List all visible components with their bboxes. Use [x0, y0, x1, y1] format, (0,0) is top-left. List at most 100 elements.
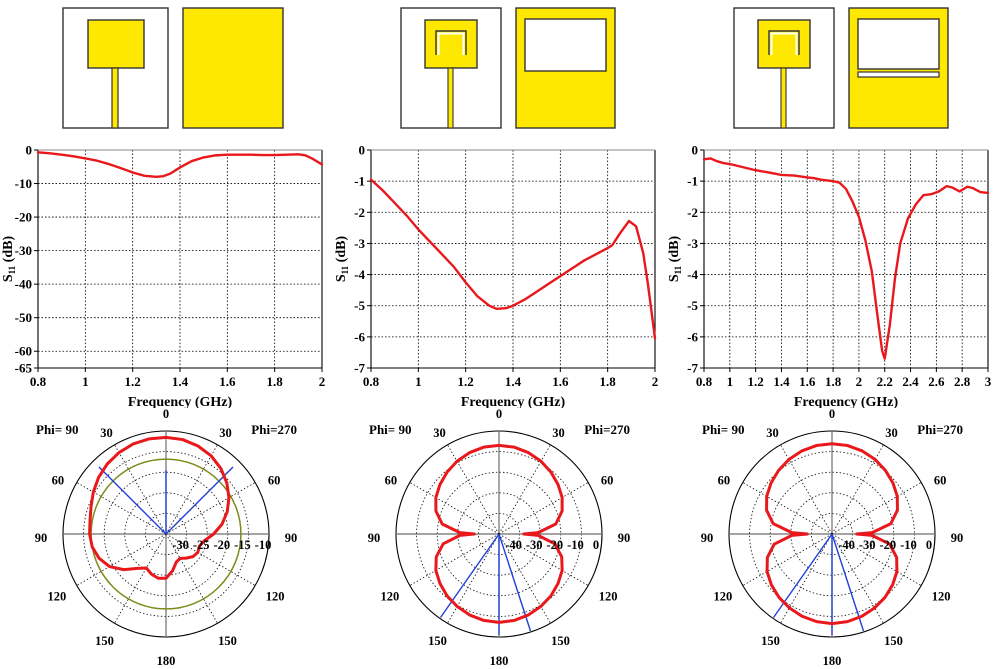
- y-tick-label: 0: [359, 143, 366, 158]
- x-tick-label: 1: [82, 374, 89, 389]
- polar-spoke: [780, 444, 833, 535]
- polar-angle-label: 30: [100, 426, 113, 440]
- angle-marker-line: [772, 533, 833, 618]
- polar-spoke: [831, 444, 884, 535]
- polar-spoke: [498, 482, 589, 535]
- polar-angle-label: 150: [761, 634, 780, 648]
- polar-angle-label: 0: [829, 408, 835, 421]
- polar-body: 0 30 60 90 120 150 180 30 60 90 120 150 -40 -30 -20 -10…: [701, 408, 964, 668]
- x-tick-label: 1.6: [219, 374, 236, 389]
- polar-angle-label: 120: [47, 590, 66, 604]
- angle-marker-line: [831, 533, 865, 632]
- antenna-column-2: 0.8 1 1.2 1.4 1.6 1.8 2 0 -1 -2 -3 -4 -5 -6 -7 Frequenc…: [333, 0, 666, 669]
- polar-angle-label: 90: [951, 531, 964, 545]
- x-tick-label: 1.4: [505, 374, 522, 389]
- y-tick-label: -65: [15, 361, 33, 376]
- chart-body: 0.8 1 1.2 1.4 1.6 1.8 2 0 -10 -20 -30 -40 -50 -60 -65 F…: [1, 143, 325, 409]
- polar-radial-label: -20: [879, 538, 896, 552]
- polar-angle-label: 150: [95, 634, 114, 648]
- x-tick-label: 2.8: [954, 374, 971, 389]
- polar-angle-label: 90: [285, 531, 298, 545]
- chart-body: 0.8 1 1.2 1.4 1.6 1.8 2 0 -1 -2 -3 -4 -5 -6 -7 Frequenc…: [334, 143, 658, 409]
- x-tick-label: 2: [652, 374, 659, 389]
- polar-angle-label: 150: [884, 634, 903, 648]
- polar-spoke: [447, 533, 500, 624]
- antenna-3-back-view: [848, 7, 949, 129]
- x-tick-label: 1.6: [552, 374, 569, 389]
- radiation-pattern-2: 0 30 60 90 120 150 180 30 60 90 120 150 -40 -30 -20 -10…: [333, 408, 666, 669]
- y-tick-label: -6: [687, 329, 698, 344]
- radiation-pattern-trace: [434, 443, 564, 624]
- x-tick-label: 0.8: [696, 374, 713, 389]
- antenna-geometry-3: [666, 0, 999, 140]
- x-tick-label: 1: [415, 374, 422, 389]
- polar-radial-label: -20: [546, 538, 563, 552]
- y-tick-label: -3: [354, 236, 365, 251]
- x-tick-label: 1.8: [267, 374, 284, 389]
- data-series-line: [702, 157, 990, 360]
- phi-right-label: Phi=270: [584, 422, 630, 437]
- y-tick-label: -4: [354, 267, 365, 282]
- polar-body: 0 30 60 90 120 150 180 30 60 90 120 150 -40 -30 -20 -10…: [368, 408, 631, 668]
- polar-angle-label: 120: [932, 590, 951, 604]
- polar-radial-label: -30: [859, 538, 876, 552]
- x-tick-label: 2.6: [928, 374, 945, 389]
- y-tick-label: 0: [692, 143, 699, 158]
- polar-radial-label: -20: [213, 538, 230, 552]
- polar-angle-label: 150: [551, 634, 570, 648]
- data-series-line: [36, 151, 324, 179]
- phi-right-label: Phi=270: [917, 422, 963, 437]
- y-tick-label: -3: [687, 236, 698, 251]
- polar-spoke: [831, 533, 922, 586]
- plot-background: [704, 150, 988, 368]
- x-tick-label: 2.4: [902, 374, 919, 389]
- polar-radial-label: -30: [172, 538, 189, 552]
- polar-radial-label: 0: [593, 538, 599, 552]
- y-tick-label: -30: [15, 243, 32, 258]
- polar-angle-label: 60: [934, 474, 947, 488]
- polar-angle-label: 60: [268, 474, 281, 488]
- phi-right-label: Phi=270: [251, 422, 297, 437]
- x-tick-label: 1.4: [773, 374, 790, 389]
- polar-angle-label: 30: [552, 426, 565, 440]
- x-tick-label: 1.8: [600, 374, 617, 389]
- x-tick-label: 1.2: [458, 374, 474, 389]
- polar-spoke: [498, 533, 551, 624]
- y-axis-label: S11 (dB): [667, 236, 683, 283]
- polar-radial-label: -40: [505, 538, 522, 552]
- x-tick-label: 3: [985, 374, 992, 389]
- antenna-column-1: 0.8 1 1.2 1.4 1.6 1.8 2 0 -10 -20 -30 -40 -50 -60 -65 F…: [0, 0, 333, 669]
- phi-left-label: Phi= 90: [369, 422, 411, 437]
- polar-angle-label: 120: [713, 590, 732, 604]
- polar-spoke: [165, 533, 218, 624]
- polar-spoke: [114, 533, 167, 624]
- x-axis-label: Frequency (GHz): [461, 395, 566, 408]
- polar-angle-label: 60: [718, 474, 731, 488]
- y-tick-label: -40: [15, 277, 32, 292]
- polar-angle-label: 0: [163, 408, 169, 421]
- radiation-pattern-1: 0 30 60 90 120 150 180 30 60 90 120 150 -30 -25 -20 -15…: [0, 408, 333, 669]
- x-axis-label: Frequency (GHz): [128, 395, 233, 408]
- antenna-1-front-view: [62, 7, 169, 129]
- x-tick-label: 1: [727, 374, 734, 389]
- polar-angle-label: 120: [266, 590, 285, 604]
- antenna-2-front-view: [400, 7, 502, 129]
- y-tick-label: -6: [354, 329, 365, 344]
- s11-chart-2: 0.8 1 1.2 1.4 1.6 1.8 2 0 -1 -2 -3 -4 -5 -6 -7 Frequenc…: [333, 140, 666, 409]
- polar-spoke: [498, 444, 551, 535]
- polar-angle-label: 30: [433, 426, 446, 440]
- polar-angle-label: 60: [52, 474, 65, 488]
- x-axis-label: Frequency (GHz): [794, 395, 899, 408]
- polar-radial-label: 0: [926, 538, 932, 552]
- polar-spoke: [165, 444, 218, 535]
- y-axis-label: S11 (dB): [1, 236, 17, 283]
- y-axis-label: S11 (dB): [334, 236, 350, 283]
- x-tick-label: 1.2: [125, 374, 141, 389]
- polar-angle-label: 120: [380, 590, 399, 604]
- svg-text:S11 (dB): S11 (dB): [1, 236, 17, 283]
- radiation-pattern-3: 0 30 60 90 120 150 180 30 60 90 120 150 -40 -30 -20 -10…: [666, 408, 999, 669]
- polar-spoke: [409, 482, 500, 535]
- y-tick-label: -20: [15, 210, 32, 225]
- polar-radial-label: -10: [255, 538, 272, 552]
- polar-spoke: [409, 533, 500, 586]
